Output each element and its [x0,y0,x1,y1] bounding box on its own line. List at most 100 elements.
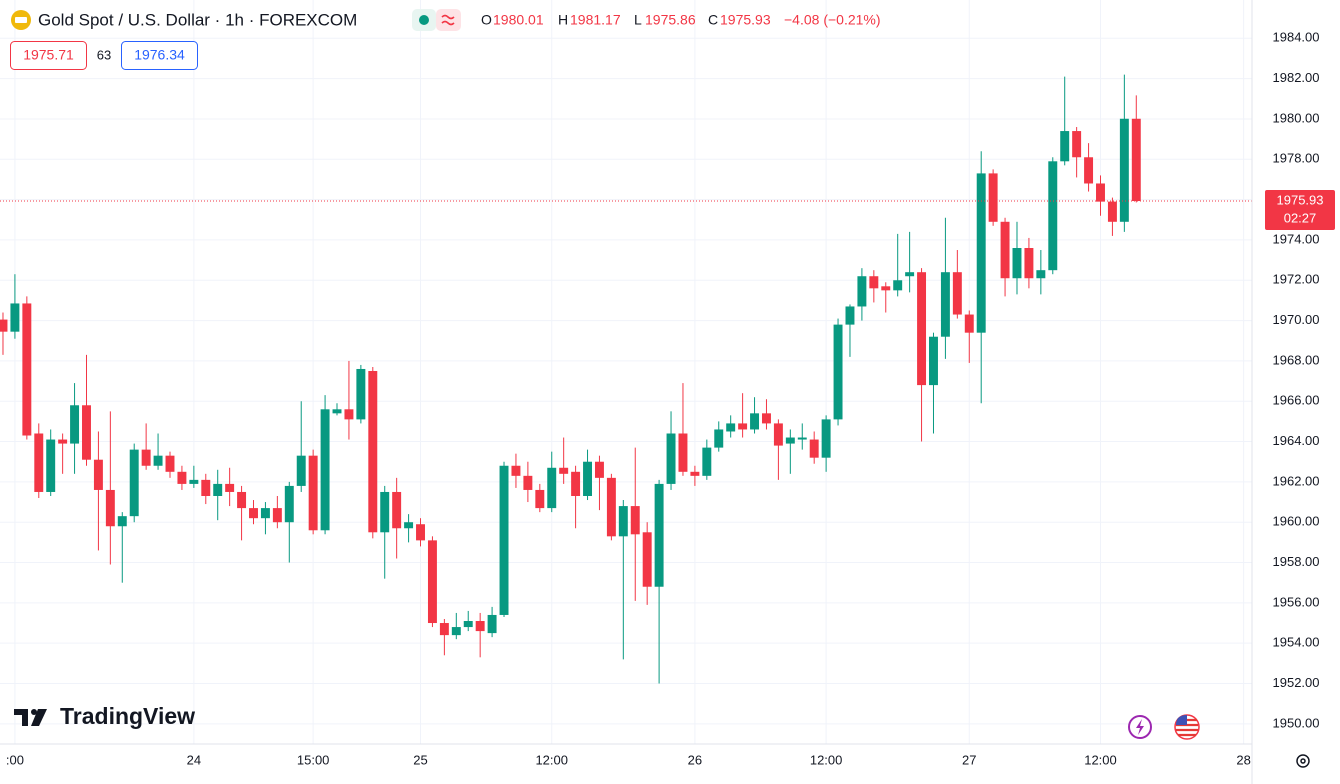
bid-box[interactable] [10,41,87,70]
y-tick-label: 1960.00 [1273,514,1320,529]
candle-body [690,471,700,476]
candle-body [1060,131,1070,162]
candle-body [535,489,545,509]
candle-body [845,306,855,325]
candle-body [785,437,795,444]
candle-body [439,623,449,636]
x-tick-label: 15:00 [297,752,330,767]
candle-body [952,272,962,315]
candle-body [272,508,282,523]
candle-body [451,627,461,636]
y-tick-label: 1956.00 [1273,594,1320,609]
candle-body [559,467,569,474]
candle-body [618,506,628,537]
spread: 63 [97,47,111,62]
chart-title: Gold Spot / U.S. Dollar · 1h · FOREXCOM [38,10,357,29]
ohlc-value: 1980.01 [493,12,544,28]
y-tick-label: 1966.00 [1273,393,1320,408]
candle-body [964,314,974,333]
candle-body [368,370,378,533]
ohlc-label: C [708,12,718,28]
candle-body [177,471,187,484]
candle-body [940,272,950,337]
candle-body [141,449,151,466]
candle-body [654,483,664,587]
candle-body [249,508,258,519]
candle-body [821,419,831,458]
x-tick-label: 26 [688,752,702,767]
ask-box[interactable] [121,41,198,70]
candle-body [857,276,867,307]
candle-body [320,409,330,531]
x-tick-label: 28 [1236,752,1250,767]
brand-logo [14,709,47,726]
candle-body [738,423,748,430]
ohlc-legend: O 1980.01 H 1981.17 L 1975.86 C 1975.93 … [481,12,881,28]
x-tick-label: 12:00 [1084,752,1117,767]
candle-body [34,433,44,492]
candle-body [988,173,998,222]
candle-body [404,522,414,529]
candle-body [70,405,80,444]
candle-body [809,439,819,458]
y-tick-label: 1970.00 [1273,312,1320,327]
candle-body [630,506,640,535]
candle-body [392,491,402,529]
symbol-icon [11,10,31,30]
candle-body [893,280,903,291]
candle-body [511,465,521,476]
ohlc-value: 1975.93 [720,12,771,28]
candle-body [0,319,8,332]
flag-icon[interactable] [1174,714,1200,740]
ohlc-value: 1975.86 [645,12,696,28]
candle-body [1107,201,1117,222]
candle-body [10,303,20,332]
y-tick-label: 1968.00 [1273,352,1320,367]
axes: 1950.00 1952.00 1954.00 1956.00 1958.00 1960.… [6,30,1335,767]
candle-body [225,483,235,492]
candle-body [117,516,127,527]
plot-area [0,74,1252,684]
x-tick-label: 27 [962,752,976,767]
y-tick-label: 1982.00 [1273,70,1320,85]
lightning-icon[interactable] [1128,715,1152,739]
candle-body [571,471,581,496]
x-tick-label: :00 [6,752,24,767]
candle-body [917,272,927,386]
countdown: 02:27 [1284,210,1317,225]
candle-body [702,447,712,476]
candle-body [726,423,736,432]
candle-body [797,437,807,440]
candle-body [463,621,473,628]
candle-body [1048,161,1058,271]
candle-body [296,455,306,486]
candle-body [1012,248,1022,279]
y-tick-label: 1972.00 [1273,272,1320,287]
bid-price: 1975.71 [23,47,74,63]
settings-icon[interactable] [1296,754,1310,768]
candle-body [1072,131,1082,158]
candle-body [260,508,270,519]
candle-body [905,272,915,277]
candle-body [153,455,163,466]
candle-body [606,477,616,537]
candle-body [165,455,175,472]
price-tag-value: 1975.93 [1277,192,1324,207]
x-tick-label: 12:00 [535,752,568,767]
candle-body [666,433,676,484]
candle-body [105,489,115,527]
candle-body [499,465,509,615]
candle-body [594,461,604,478]
candle-body [416,524,425,541]
candle-body [344,409,354,420]
candle-body [427,540,437,624]
status-pills[interactable] [412,9,461,31]
candle-body [237,491,247,509]
candle-body [547,467,557,509]
candle-body [773,423,783,446]
candle-body [833,324,843,420]
candle-body [929,336,938,386]
